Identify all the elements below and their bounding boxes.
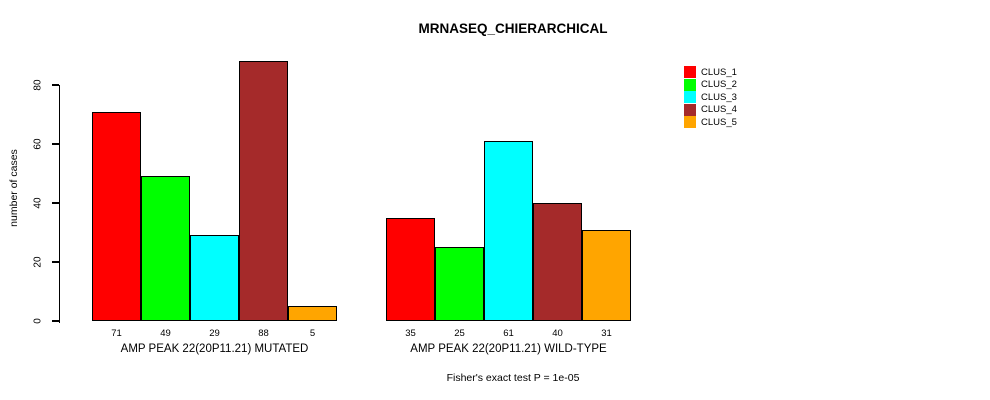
bar-clus_5-group1 bbox=[288, 306, 337, 321]
bar-value-label: 49 bbox=[160, 328, 171, 339]
bar-value-label: 5 bbox=[309, 328, 316, 339]
bar-clus_1-group2 bbox=[386, 217, 435, 321]
bar-value-label: 29 bbox=[209, 328, 220, 339]
legend-item-clus_3: CLUS_3 bbox=[684, 91, 737, 104]
bar-clus_3-group2 bbox=[484, 141, 533, 321]
bar-value-label: 71 bbox=[111, 328, 122, 339]
legend-label: CLUS_2 bbox=[701, 79, 737, 91]
y-tick-mark bbox=[51, 320, 59, 322]
legend-item-clus_1: CLUS_1 bbox=[684, 66, 737, 79]
bar-clus_1-group1 bbox=[92, 111, 141, 321]
bar-value-label: 40 bbox=[552, 328, 563, 339]
y-tick-label: 80 bbox=[32, 79, 44, 91]
legend-item-clus_5: CLUS_5 bbox=[684, 116, 737, 129]
y-tick-label: 60 bbox=[32, 138, 44, 150]
legend-swatch-clus_3 bbox=[684, 91, 696, 104]
legend-swatch-clus_1 bbox=[684, 66, 696, 79]
y-axis-label: number of cases bbox=[8, 149, 20, 227]
y-tick-label: 40 bbox=[32, 197, 44, 209]
y-tick-mark bbox=[51, 261, 59, 263]
bar-clus_5-group2 bbox=[582, 229, 631, 321]
legend-label: CLUS_1 bbox=[701, 66, 737, 78]
bar-value-label: 61 bbox=[503, 328, 514, 339]
legend-item-clus_4: CLUS_4 bbox=[684, 103, 737, 117]
bar-value-label: 35 bbox=[405, 328, 416, 339]
legend-swatch-clus_5 bbox=[684, 116, 696, 129]
fisher-test-annotation: Fisher's exact test P = 1e-05 bbox=[446, 372, 580, 384]
bar-value-label: 25 bbox=[454, 328, 465, 339]
legend-swatch-clus_2 bbox=[684, 78, 696, 91]
legend-label: CLUS_3 bbox=[701, 91, 737, 103]
legend-label: CLUS_5 bbox=[701, 116, 737, 128]
bar-clus_4-group2 bbox=[533, 203, 582, 321]
y-tick-mark bbox=[51, 143, 59, 145]
group-label-1: AMP PEAK 22(20P11.21) MUTATED bbox=[120, 343, 309, 355]
y-axis-line bbox=[58, 85, 60, 323]
group-label-2: AMP PEAK 22(20P11.21) WILD-TYPE bbox=[410, 343, 607, 355]
y-tick-mark bbox=[51, 84, 59, 86]
chart-title: MRNASEQ_CHIERARCHICAL bbox=[418, 21, 608, 36]
bar-value-label: 31 bbox=[601, 328, 612, 339]
y-tick-label: 20 bbox=[32, 256, 44, 268]
y-tick-mark bbox=[51, 202, 59, 204]
bar-clus_4-group1 bbox=[239, 61, 288, 321]
bar-clus_2-group2 bbox=[435, 247, 484, 321]
legend-swatch-clus_4 bbox=[684, 103, 696, 116]
legend-label: CLUS_4 bbox=[701, 104, 737, 116]
bar-clus_2-group1 bbox=[141, 176, 190, 321]
legend-item-clus_2: CLUS_2 bbox=[684, 78, 737, 92]
y-tick-label: 0 bbox=[32, 318, 44, 324]
bar-value-label: 88 bbox=[258, 328, 269, 339]
bar-clus_3-group1 bbox=[190, 235, 239, 321]
